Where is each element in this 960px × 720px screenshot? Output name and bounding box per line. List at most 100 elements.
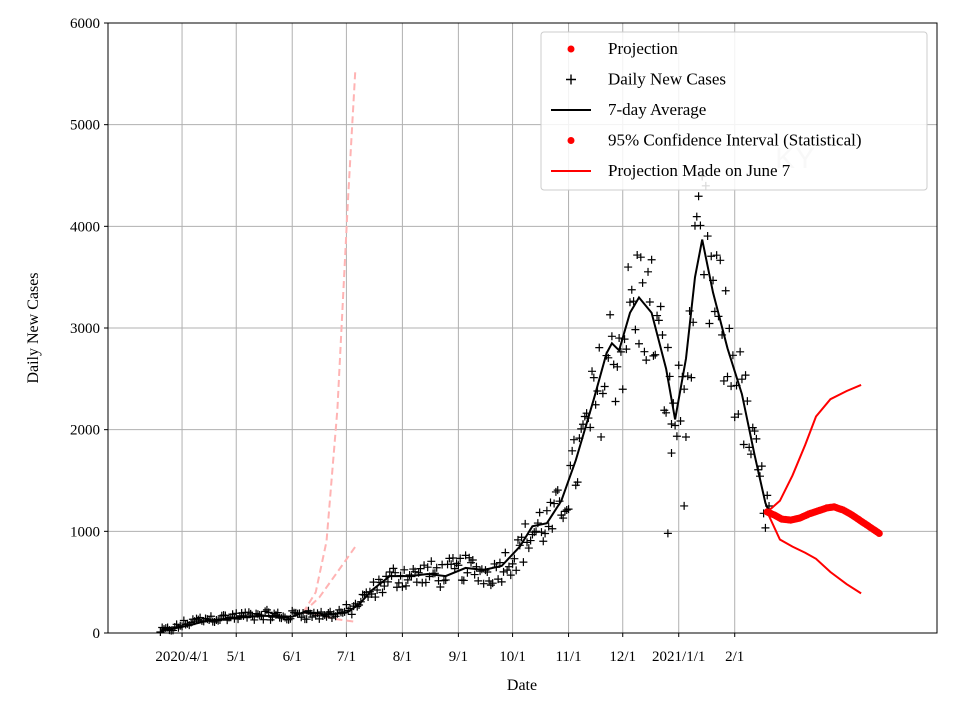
x-tick-label: 12/1 <box>609 649 636 665</box>
daily-case-point <box>642 356 651 365</box>
daily-case-point <box>423 563 432 572</box>
daily-case-point <box>542 506 551 515</box>
daily-case-point <box>192 614 201 623</box>
legend-marker-dot <box>567 45 575 53</box>
daily-case-point <box>611 397 620 406</box>
daily-case-point <box>532 527 541 536</box>
daily-case-point <box>741 371 750 380</box>
daily-case-point <box>597 432 606 441</box>
daily-case-point <box>644 267 653 276</box>
daily-case-point <box>622 345 631 354</box>
daily-case-point <box>703 232 712 241</box>
daily-case-point <box>734 410 743 419</box>
daily-case-point <box>347 610 356 619</box>
daily-case-point <box>454 561 463 570</box>
daily-case-point <box>179 616 188 625</box>
legend-label: Projection <box>608 39 678 58</box>
daily-case-point <box>676 416 685 425</box>
daily-case-point <box>526 536 535 545</box>
daily-case-point <box>607 332 616 341</box>
daily-case-point <box>700 270 709 279</box>
y-axis-label: Daily New Cases <box>25 272 42 383</box>
daily-case-point <box>506 571 515 580</box>
daily-case-point <box>750 427 759 436</box>
y-tick-label: 3000 <box>70 321 100 337</box>
legend-marker-dot <box>567 137 575 144</box>
daily-case-point <box>586 423 595 432</box>
daily-case-point <box>530 528 539 537</box>
daily-case-point <box>261 607 270 616</box>
daily-case-point <box>580 412 589 421</box>
daily-case-point <box>613 362 622 371</box>
daily-case-point <box>541 529 550 538</box>
daily-case-point <box>302 615 311 624</box>
daily-case-point <box>553 486 562 495</box>
daily-case-point <box>459 576 468 585</box>
daily-case-point <box>568 446 577 455</box>
daily-case-point <box>705 319 714 328</box>
daily-case-point <box>564 505 573 514</box>
x-tick-label: 2021/1/1 <box>652 649 705 665</box>
x-tick-label: 7/1 <box>337 649 356 665</box>
daily-case-point <box>228 610 237 619</box>
daily-case-point <box>671 421 680 430</box>
seven-day-average-line <box>160 239 772 632</box>
daily-case-point <box>508 559 517 568</box>
daily-case-point <box>371 593 380 602</box>
daily-case-point <box>692 212 701 221</box>
x-tick-label: 11/1 <box>555 649 581 665</box>
daily-case-point <box>595 343 604 352</box>
daily-case-point <box>721 286 730 295</box>
legend-label: Projection Made on June 7 <box>608 161 791 180</box>
daily-case-point <box>600 382 609 391</box>
daily-case-point <box>488 579 497 588</box>
daily-case-point <box>725 324 734 333</box>
daily-case-point <box>752 434 761 443</box>
daily-case-point <box>383 577 392 586</box>
daily-case-point <box>658 331 667 339</box>
daily-case-point <box>606 310 615 319</box>
daily-case-point <box>551 487 560 496</box>
daily-case-point <box>687 373 696 382</box>
daily-case-point <box>402 581 411 590</box>
daily-case-point <box>638 278 647 287</box>
daily-case-point <box>727 382 736 391</box>
daily-case-point <box>519 558 528 567</box>
daily-case-point <box>651 350 660 359</box>
daily-case-point <box>535 508 544 517</box>
y-tick-label: 2000 <box>70 423 100 439</box>
daily-case-point <box>625 298 634 307</box>
daily-case-point <box>645 297 654 306</box>
daily-case-point <box>745 443 754 452</box>
daily-case-point <box>206 612 215 621</box>
daily-case-point <box>385 568 394 577</box>
daily-case-point <box>680 501 689 510</box>
daily-case-point <box>562 506 571 515</box>
x-tick-label: 2/1 <box>725 649 744 665</box>
daily-case-point <box>523 538 532 547</box>
daily-case-point <box>389 564 398 573</box>
daily-case-point <box>663 343 672 352</box>
daily-case-point <box>499 567 508 576</box>
daily-case-point <box>588 367 597 376</box>
daily-case-point <box>380 582 389 591</box>
daily-case-point <box>674 361 683 370</box>
daily-case-point <box>400 565 409 574</box>
daily-case-point <box>468 556 477 565</box>
legend-marker-plus <box>566 74 576 85</box>
daily-case-point <box>618 385 627 394</box>
daily-case-point <box>739 440 748 449</box>
grid-lines <box>108 22 937 634</box>
confidence-upper-line <box>766 383 862 513</box>
daily-case-point <box>288 606 297 615</box>
daily-case-point <box>559 514 568 523</box>
daily-case-point <box>521 519 530 528</box>
daily-case-point <box>631 325 640 334</box>
daily-case-point <box>548 524 557 533</box>
daily-case-point <box>342 600 351 609</box>
daily-case-point <box>653 311 662 320</box>
x-tick-label: 8/1 <box>393 649 412 665</box>
daily-case-point <box>737 375 746 384</box>
daily-case-point <box>456 554 465 563</box>
daily-case-point <box>441 575 450 584</box>
